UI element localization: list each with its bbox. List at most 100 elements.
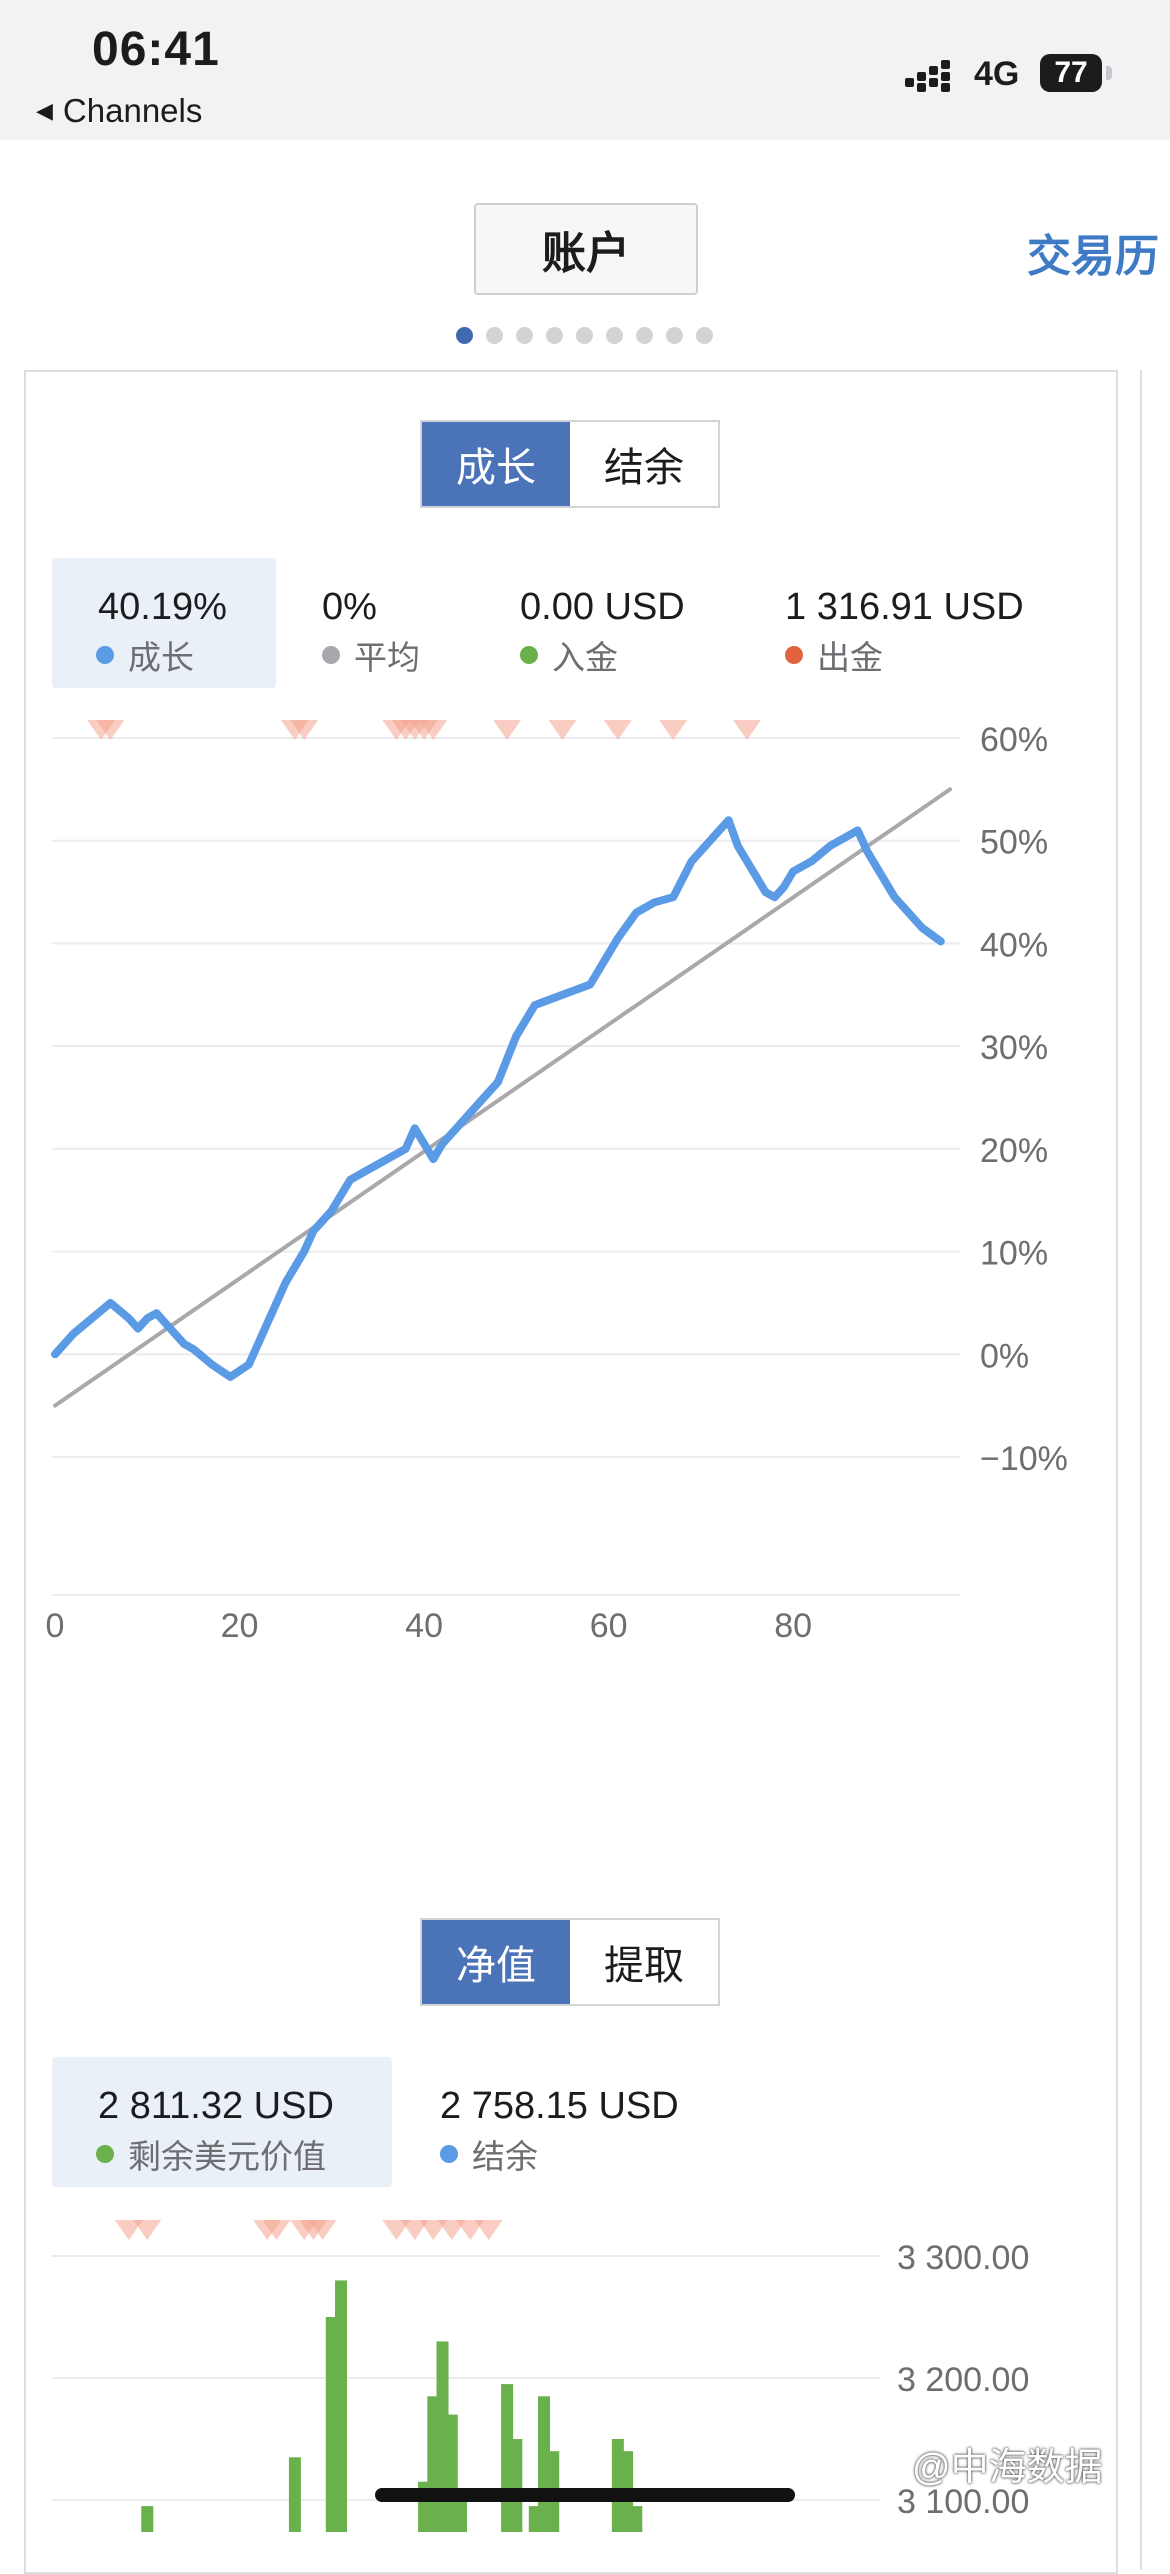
stat-growth-value: 40.19% [98,586,227,628]
legend-dot [785,646,803,664]
toggle-balance[interactable]: 结余 [570,422,718,506]
y-tick-label: 3 100.00 [897,2483,1029,2521]
page-dot[interactable] [606,327,623,344]
stat-withdrawal[interactable]: 1 316.91 USD 出金 [785,586,1024,679]
withdrawal-marker [733,720,762,740]
signal-icon [905,60,950,92]
page-dot[interactable] [636,327,653,344]
equity-bar [630,2506,643,2532]
clock: 06:41 [92,23,220,76]
withdrawal-marker [437,2220,466,2240]
withdrawal-marker [419,2220,448,2240]
y-tick-label: 50% [980,824,1048,862]
stat-deposit-value: 0.00 USD [520,586,685,628]
stat-deposit[interactable]: 0.00 USD 入金 [520,586,685,679]
stat-balance-value: 2 758.15 USD [440,2085,679,2127]
withdrawal-marker [548,720,577,740]
trend-line [53,787,952,1408]
stat-average-value: 0% [322,586,377,628]
growth-series-line [51,816,945,1381]
equity-bar [510,2439,523,2532]
home-indicator[interactable] [375,2488,795,2502]
x-tick-label: 0 [46,1607,65,1645]
stat-average-label: 平均 [354,639,420,676]
withdrawal-marker [456,2220,485,2240]
withdrawal-marker [603,720,632,740]
withdrawal-marker [308,2220,337,2240]
withdrawal-marker [493,720,522,740]
stat-growth-label: 成长 [128,639,194,676]
withdrawal-marker [114,2220,143,2240]
legend-dot [96,646,114,664]
stat-growth[interactable]: 40.19% 成长 [52,558,276,688]
toggle-growth[interactable]: 成长 [422,422,570,506]
y-tick-label: 20% [980,1132,1048,1170]
withdrawal-marker [382,2220,411,2240]
y-tick-label: 60% [980,721,1048,759]
page-dot[interactable] [696,327,713,344]
y-tick-label: −10% [980,1440,1068,1478]
growth-balance-toggle[interactable]: 成长 结余 [420,420,720,508]
withdrawal-marker [290,720,319,740]
withdrawal-marker [400,2220,429,2240]
stat-average[interactable]: 0% 平均 [322,586,420,679]
back-label: Channels [62,92,203,129]
stat-withdrawal-value: 1 316.91 USD [785,586,1024,628]
page-dot[interactable] [456,327,473,344]
back-arrow-icon: ◀ [36,98,53,123]
page-dot[interactable] [576,327,593,344]
tab-trade-history[interactable]: 交易历 [1027,232,1159,281]
equity-bar [325,2317,338,2532]
withdrawal-marker [96,720,125,740]
withdrawal-marker [133,2220,162,2240]
network-type: 4G [974,55,1020,93]
page-dot[interactable] [546,327,563,344]
x-tick-label: 20 [221,1607,259,1645]
battery-icon: 77 [1040,54,1102,92]
y-tick-label: 3 200.00 [897,2361,1029,2399]
page-dot[interactable] [666,327,683,344]
stat-balance-label: 结余 [472,2138,538,2175]
stat-equity-value: 2 811.32 USD [98,2085,334,2127]
y-tick-label: 3 300.00 [897,2239,1029,2277]
page-indicator[interactable] [456,327,713,344]
equity-bar [611,2439,624,2532]
x-tick-label: 80 [774,1607,812,1645]
equity-bar [436,2341,449,2532]
watermark: @中海数据 [912,2447,1103,2489]
equity-bar [141,2506,154,2532]
y-tick-label: 30% [980,1029,1048,1067]
tab-account[interactable]: 账户 [474,203,698,295]
equity-withdraw-toggle[interactable]: 净值 提取 [420,1918,720,2006]
growth-chart[interactable]: 60% 50% 40% 30% 20% 10% 0% −10% 0 20 40 60 80 [0,700,1170,1680]
equity-bar [335,2280,348,2532]
withdrawal-marker [659,720,688,740]
y-tick-label: 40% [980,926,1048,964]
y-tick-label: 10% [980,1235,1048,1273]
toggle-equity[interactable]: 净值 [422,1920,570,2004]
equity-bar [288,2457,301,2532]
legend-dot [440,2145,458,2163]
withdrawal-marker [262,2220,291,2240]
stat-withdrawal-label: 出金 [817,639,883,676]
equity-bar [454,2493,467,2532]
equity-bar [445,2414,458,2532]
legend-dot [520,646,538,664]
equity-bar [528,2506,541,2532]
x-tick-label: 60 [590,1607,628,1645]
withdrawal-marker [474,2220,503,2240]
page-dot[interactable] [516,327,533,344]
stat-equity-label: 剩余美元价值 [128,2138,326,2175]
x-tick-label: 40 [405,1607,443,1645]
back-to-channels-link[interactable]: ◀ Channels [36,92,202,130]
status-bar: 06:41 ◀ Channels 4G 77 [0,0,1170,140]
legend-dot [322,646,340,664]
stat-balance[interactable]: 2 758.15 USD 结余 [440,2085,679,2178]
page-dot[interactable] [486,327,503,344]
y-tick-label: 0% [980,1337,1029,1375]
toggle-withdraw[interactable]: 提取 [570,1920,718,2004]
stat-equity[interactable]: 2 811.32 USD 剩余美元价值 [52,2057,392,2187]
next-card-edge [1140,370,1170,2570]
stat-deposit-label: 入金 [552,639,618,676]
legend-dot [96,2145,114,2163]
